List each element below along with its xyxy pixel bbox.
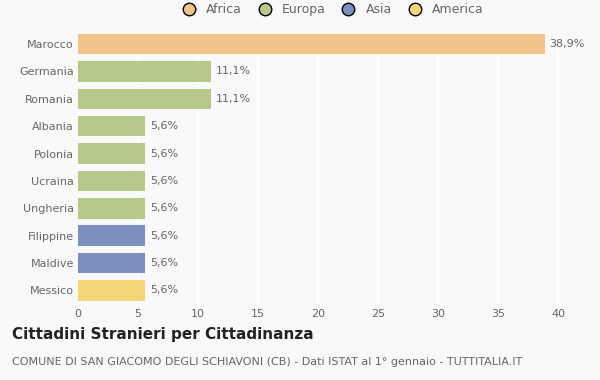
Text: 5,6%: 5,6% [150, 149, 178, 158]
Bar [78, 34, 545, 54]
Text: Cittadini Stranieri per Cittadinanza: Cittadini Stranieri per Cittadinanza [12, 327, 314, 342]
Text: 5,6%: 5,6% [150, 258, 178, 268]
Text: 5,6%: 5,6% [150, 176, 178, 186]
Text: 5,6%: 5,6% [150, 231, 178, 241]
Text: COMUNE DI SAN GIACOMO DEGLI SCHIAVONI (CB) - Dati ISTAT al 1° gennaio - TUTTITAL: COMUNE DI SAN GIACOMO DEGLI SCHIAVONI (C… [12, 357, 522, 367]
Bar [78, 171, 145, 191]
Bar [78, 198, 145, 218]
Text: 11,1%: 11,1% [216, 66, 251, 76]
Bar [78, 61, 211, 82]
Bar [78, 225, 145, 246]
Bar [78, 280, 145, 301]
Text: 11,1%: 11,1% [216, 94, 251, 104]
Bar [78, 253, 145, 273]
Bar [78, 143, 145, 164]
Text: 5,6%: 5,6% [150, 121, 178, 131]
Bar [78, 116, 145, 136]
Legend: Africa, Europa, Asia, America: Africa, Europa, Asia, America [173, 1, 487, 19]
Text: 5,6%: 5,6% [150, 203, 178, 213]
Bar [78, 89, 211, 109]
Text: 5,6%: 5,6% [150, 285, 178, 295]
Text: 38,9%: 38,9% [550, 39, 585, 49]
